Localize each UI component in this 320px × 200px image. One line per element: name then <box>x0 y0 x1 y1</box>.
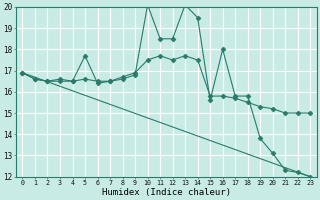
X-axis label: Humidex (Indice chaleur): Humidex (Indice chaleur) <box>102 188 231 197</box>
